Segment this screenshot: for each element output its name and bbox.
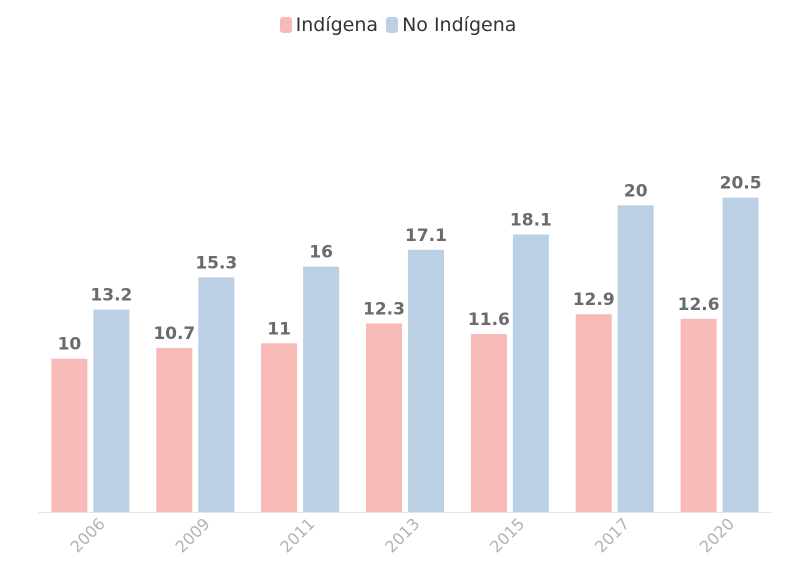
bar-indigena-2015[interactable] bbox=[470, 334, 507, 512]
x-tick-label-2013: 2013 bbox=[381, 514, 423, 556]
legend-item-indigena[interactable]: Indígena bbox=[279, 14, 379, 36]
bar-no-indigena-2020[interactable] bbox=[722, 197, 759, 512]
legend-item-no-indigena[interactable]: No Indígena bbox=[386, 14, 516, 36]
data-label-indigena-2009: 10.7 bbox=[153, 324, 195, 344]
legend: Indígena No Indígena bbox=[0, 14, 796, 36]
bar-no-indigena-2017[interactable] bbox=[617, 205, 654, 513]
bar-indigena-2011[interactable] bbox=[261, 343, 298, 512]
bar-no-indigena-2015[interactable] bbox=[512, 234, 549, 513]
data-label-indigena-2006: 10 bbox=[58, 335, 82, 355]
legend-swatch-indigena bbox=[279, 17, 292, 33]
bar-indigena-2017[interactable] bbox=[575, 314, 612, 512]
data-label-indigena-2017: 12.9 bbox=[573, 290, 615, 310]
data-label-no-indigena-2017: 20 bbox=[624, 181, 648, 201]
data-label-no-indigena-2015: 18.1 bbox=[510, 211, 552, 231]
x-tick-label-2009: 2009 bbox=[171, 514, 213, 556]
bar-no-indigena-2009[interactable] bbox=[198, 277, 235, 512]
legend-label-indigena: Indígena bbox=[295, 14, 379, 36]
x-tick-label-2006: 2006 bbox=[67, 514, 109, 556]
bar-indigena-2020[interactable] bbox=[680, 318, 717, 512]
bar-no-indigena-2013[interactable] bbox=[408, 249, 444, 513]
bar-indigena-2009[interactable] bbox=[156, 347, 193, 512]
data-label-indigena-2020: 12.6 bbox=[678, 295, 720, 315]
data-label-indigena-2015: 11.6 bbox=[468, 310, 510, 330]
data-label-no-indigena-2009: 15.3 bbox=[195, 253, 237, 273]
data-label-no-indigena-2013: 17.1 bbox=[405, 226, 447, 246]
data-label-indigena-2013: 12.3 bbox=[363, 299, 405, 319]
x-tick-label-2011: 2011 bbox=[276, 514, 318, 556]
data-label-no-indigena-2011: 16 bbox=[309, 243, 333, 263]
bar-no-indigena-2011[interactable] bbox=[303, 266, 340, 512]
legend-label-no-indigena: No Indígena bbox=[402, 14, 517, 36]
legend-swatch-no-indigena bbox=[386, 17, 399, 33]
x-tick-label-2020: 2020 bbox=[696, 514, 738, 556]
x-tick-label-2015: 2015 bbox=[486, 514, 528, 556]
bar-indigena-2006[interactable] bbox=[51, 358, 88, 512]
bar-no-indigena-2006[interactable] bbox=[93, 309, 130, 512]
bar-indigena-2013[interactable] bbox=[366, 323, 402, 512]
data-label-no-indigena-2020: 20.5 bbox=[720, 174, 762, 194]
data-label-no-indigena-2006: 13.2 bbox=[90, 286, 132, 306]
data-label-indigena-2011: 11 bbox=[267, 319, 291, 339]
x-tick-label-2017: 2017 bbox=[591, 514, 633, 556]
